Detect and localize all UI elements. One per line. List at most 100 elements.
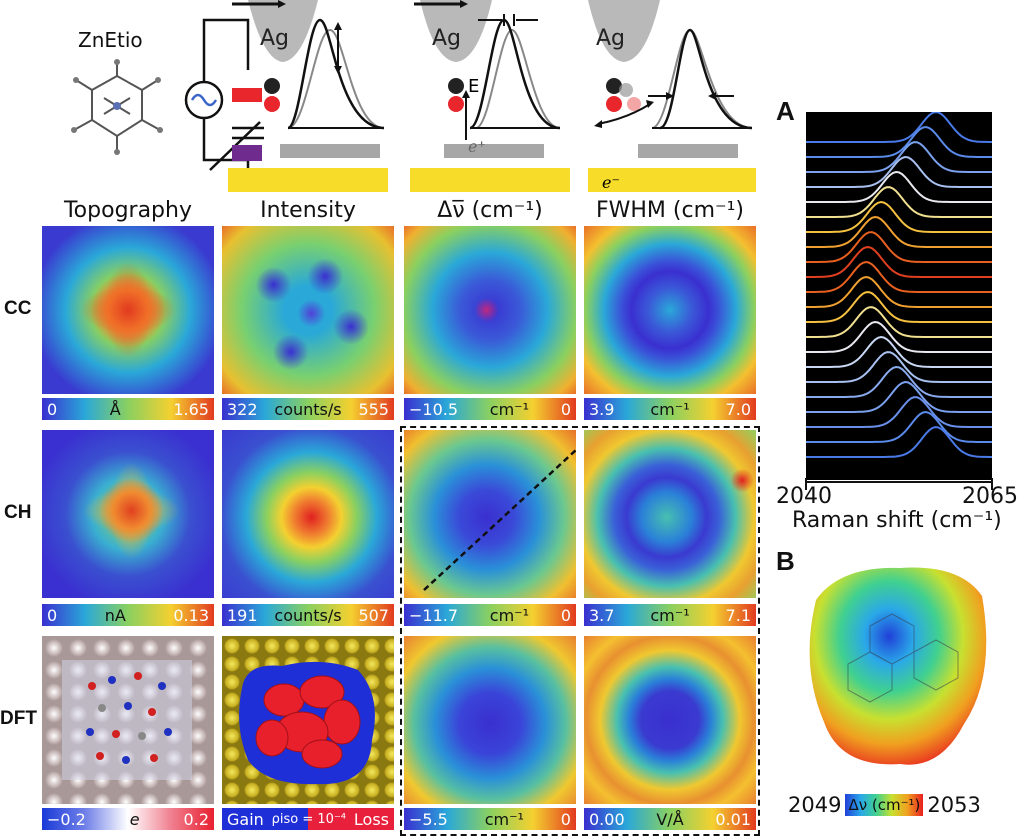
- cbar-max: 0.2: [183, 809, 209, 829]
- spectrum-trace: [806, 335, 992, 368]
- cbar-max: 0: [560, 809, 571, 829]
- cbar-unit: ρiso = 10⁻⁴: [271, 811, 347, 827]
- atom-dot: [108, 676, 116, 684]
- col-header-shift: Δν̅ (cm⁻¹): [437, 198, 543, 223]
- cbar-unit: cm⁻¹: [650, 399, 690, 419]
- col-header-topography: Topography: [63, 198, 192, 223]
- colorbar-dft-topography: −0.2 e 0.2: [42, 808, 214, 830]
- panel-b-letter: B: [776, 546, 795, 576]
- spectra-waterfall: [806, 112, 992, 480]
- spectrum-trace: [806, 155, 992, 188]
- spectrum-trace: [806, 380, 992, 413]
- spectrum-trace: [806, 365, 992, 398]
- spectrum-trace: [806, 141, 992, 173]
- spectrum-trace: [806, 112, 992, 143]
- cbar-max: 0: [560, 399, 571, 419]
- map-ch-topography: [42, 430, 214, 598]
- cbar-min: 3.9: [589, 399, 615, 419]
- spectrum-trace: [806, 351, 992, 383]
- cbar-unit: cm⁻¹: [484, 809, 524, 829]
- colorbar-cc-intensity: 322 counts/s 555: [222, 398, 394, 420]
- surface-cbar-min: 2049: [788, 793, 842, 817]
- atom-dot: [86, 728, 94, 736]
- schematic-3: Ag e⁻: [588, 0, 756, 192]
- colorbar-cc-shift: −10.5 cm⁻¹ 0: [404, 398, 576, 420]
- shift-surface-3d: [809, 567, 987, 765]
- molecule-structure: [71, 59, 163, 155]
- atom-dot: [138, 732, 146, 740]
- spectrum-trace: [806, 291, 992, 323]
- surface-colorbar: 2049 Δν (cm⁻¹) 2053: [788, 790, 1020, 820]
- colorbar-dft-shift: −5.5 cm⁻¹ 0: [404, 808, 576, 830]
- dashed-highlight-box: [400, 426, 760, 836]
- row-label-ch: CH: [4, 502, 32, 523]
- atom-dot: [134, 672, 142, 680]
- spectrum-trace: [806, 170, 992, 203]
- spectrum-trace: [806, 275, 992, 308]
- map-dft-fwhm: [584, 636, 756, 804]
- colorbar-dft-intensity: Gain ρiso = 10⁻⁴ Loss: [222, 808, 394, 830]
- linecut-marker: [423, 449, 576, 591]
- spectrum-trace: [806, 306, 992, 338]
- field-label: E: [468, 76, 479, 97]
- surface-cbar-max: 2053: [927, 793, 981, 817]
- schematic-2: Ag E e⁺: [410, 0, 570, 192]
- cbar-max: 0: [560, 605, 571, 625]
- spectrum-trace: [806, 125, 992, 158]
- cbar-min: 0.00: [589, 809, 625, 829]
- col-header-fwhm: FWHM (cm⁻¹): [595, 198, 745, 223]
- spectrum-trace: [806, 410, 992, 443]
- map-ch-fwhm: [584, 430, 756, 598]
- map-cc-intensity: [222, 226, 394, 394]
- cbar-unit: counts/s: [274, 605, 342, 625]
- map-cc-shift: [404, 226, 576, 394]
- x-tick-min: 2040: [776, 484, 832, 509]
- colorbar-cc-fwhm: 3.9 cm⁻¹ 7.0: [584, 398, 756, 420]
- circuit-diagram: [184, 18, 264, 175]
- dft-density-overlay: [239, 661, 375, 785]
- atom-dot: [112, 730, 120, 738]
- cbar-unit: cm⁻¹: [650, 605, 690, 625]
- atom-dot: [124, 702, 132, 710]
- colorbar-dft-fwhm: 0.00 V/Å 0.01: [584, 808, 756, 830]
- row-label-dft: DFT: [0, 708, 37, 729]
- spectrum-trace: [806, 200, 992, 233]
- spectrum-trace: [806, 426, 992, 458]
- colorbar-ch-fwhm: 3.7 cm⁻¹ 7.1: [584, 604, 756, 626]
- map-cc-fwhm: [584, 226, 756, 394]
- cbar-max: 7.1: [725, 605, 751, 625]
- map-ch-intensity: [222, 430, 394, 598]
- atom-dot: [150, 754, 158, 762]
- cbar-min: 3.7: [589, 605, 615, 625]
- colorbar-cc-topography: 0 Å 1.65: [42, 398, 214, 420]
- atom-dot: [122, 756, 130, 764]
- atom-dot: [148, 708, 156, 716]
- surface-cbar-unit: Δν (cm⁻¹): [845, 794, 924, 816]
- panel-a-letter: A: [776, 96, 795, 126]
- map-dft-shift: [404, 636, 576, 804]
- cbar-max: 555: [358, 399, 389, 419]
- spectrum-trace: [806, 186, 992, 218]
- spectrum-trace: [806, 320, 992, 353]
- cbar-min: Gain: [227, 809, 264, 829]
- cbar-unit: cm⁻¹: [489, 605, 530, 625]
- cbar-min: −5.5: [409, 809, 448, 829]
- cbar-unit: Å: [109, 399, 121, 419]
- cbar-max: 507: [358, 605, 389, 625]
- cbar-min: −0.2: [47, 809, 86, 829]
- cbar-max: Loss: [353, 809, 389, 829]
- cbar-min: 0: [47, 605, 58, 625]
- cbar-min: 0: [47, 399, 58, 419]
- col-header-intensity: Intensity: [260, 198, 356, 223]
- spectrum-trace: [806, 231, 992, 263]
- atom-dot: [88, 682, 96, 690]
- atom-dot: [96, 752, 104, 760]
- tip-label: Ag: [596, 26, 625, 51]
- cbar-unit: cm⁻¹: [489, 399, 530, 419]
- colorbar-ch-shift: −11.7 cm⁻¹ 0: [404, 604, 576, 626]
- atom-dot: [98, 704, 106, 712]
- cbar-min: 191: [227, 605, 258, 625]
- cbar-unit: V/Å: [656, 809, 684, 829]
- atom-dot: [164, 728, 172, 736]
- cbar-unit: counts/s: [274, 399, 342, 419]
